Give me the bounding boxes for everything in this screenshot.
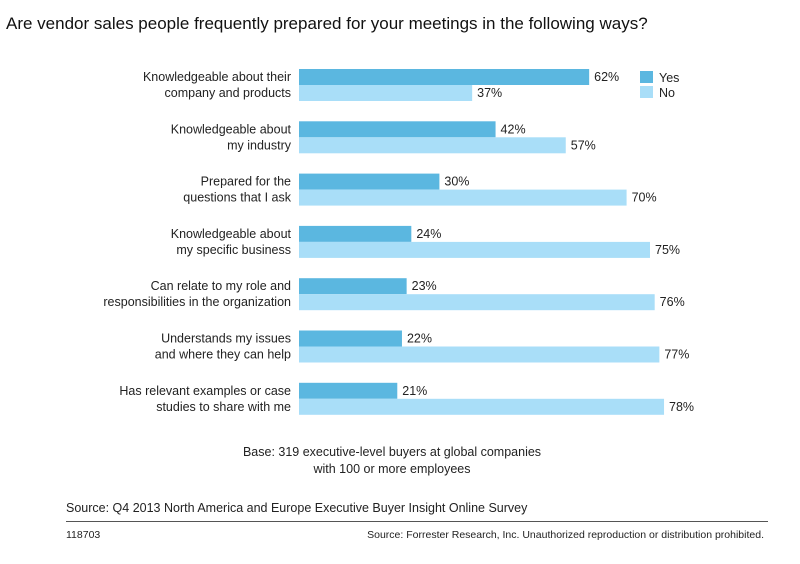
bar-no [299, 398, 665, 415]
bar-yes [299, 121, 496, 138]
copyright-notice: Source: Forrester Research, Inc. Unautho… [367, 529, 764, 541]
bar-no [299, 85, 473, 101]
bar-yes [299, 278, 407, 295]
source-line: Source: Q4 2013 North America and Europe… [66, 501, 528, 515]
value-label-yes: 21% [402, 384, 427, 398]
bar-no [299, 189, 627, 206]
category-label: Has relevant examples or case [119, 384, 291, 398]
bar-yes [299, 225, 412, 242]
value-label-yes: 62% [594, 70, 619, 84]
value-label-yes: 42% [501, 122, 526, 136]
category-label: responsibilities in the organization [103, 295, 291, 309]
value-label-yes: 22% [407, 332, 432, 346]
legend-label: No [659, 86, 675, 100]
bar-chart: Knowledgeable about their company and pro… [103, 69, 694, 415]
bar-yes [299, 382, 398, 399]
bar-no [299, 137, 566, 154]
value-label-no: 70% [632, 191, 657, 205]
value-label-no: 37% [477, 86, 502, 100]
legend-label: Yes [659, 71, 679, 85]
category-label: Knowledgeable about [171, 122, 292, 136]
category-label: Understands my issues [161, 332, 291, 346]
footer-divider [66, 521, 768, 522]
legend-swatch [640, 71, 653, 83]
bar-yes [299, 69, 590, 85]
value-label-no: 78% [669, 400, 694, 414]
category-label: Knowledgeable about [171, 227, 292, 241]
figure-id: 118703 [66, 529, 101, 541]
value-label-no: 75% [655, 243, 680, 257]
category-label: questions that I ask [183, 191, 291, 205]
category-label: Knowledgeable about their [143, 70, 291, 84]
category-label: company and products [165, 86, 291, 100]
bar-yes [299, 173, 440, 190]
bar-no [299, 346, 660, 363]
category-label: and where they can help [155, 348, 291, 362]
category-label: Prepared for the [201, 175, 291, 189]
base-note: Base: 319 executive-level buyers at glob… [232, 444, 552, 478]
page-title: Are vendor sales people frequently prepa… [6, 14, 648, 33]
category-label: my specific business [176, 243, 291, 257]
category-label: my industry [227, 138, 292, 152]
bar-no [299, 294, 655, 311]
bar-no [299, 241, 650, 258]
value-label-yes: 24% [416, 227, 441, 241]
category-label: Can relate to my role and [151, 279, 291, 293]
value-label-no: 77% [664, 348, 689, 362]
value-label-yes: 23% [412, 279, 437, 293]
bar-yes [299, 330, 402, 347]
value-label-yes: 30% [444, 175, 469, 189]
base-note-line-2: with 100 or more employees [313, 462, 471, 476]
value-label-no: 57% [571, 138, 596, 152]
value-label-no: 76% [660, 295, 685, 309]
category-label: studies to share with me [156, 400, 291, 414]
base-note-line-1: Base: 319 executive-level buyers at glob… [242, 445, 542, 459]
legend-swatch [640, 86, 653, 98]
